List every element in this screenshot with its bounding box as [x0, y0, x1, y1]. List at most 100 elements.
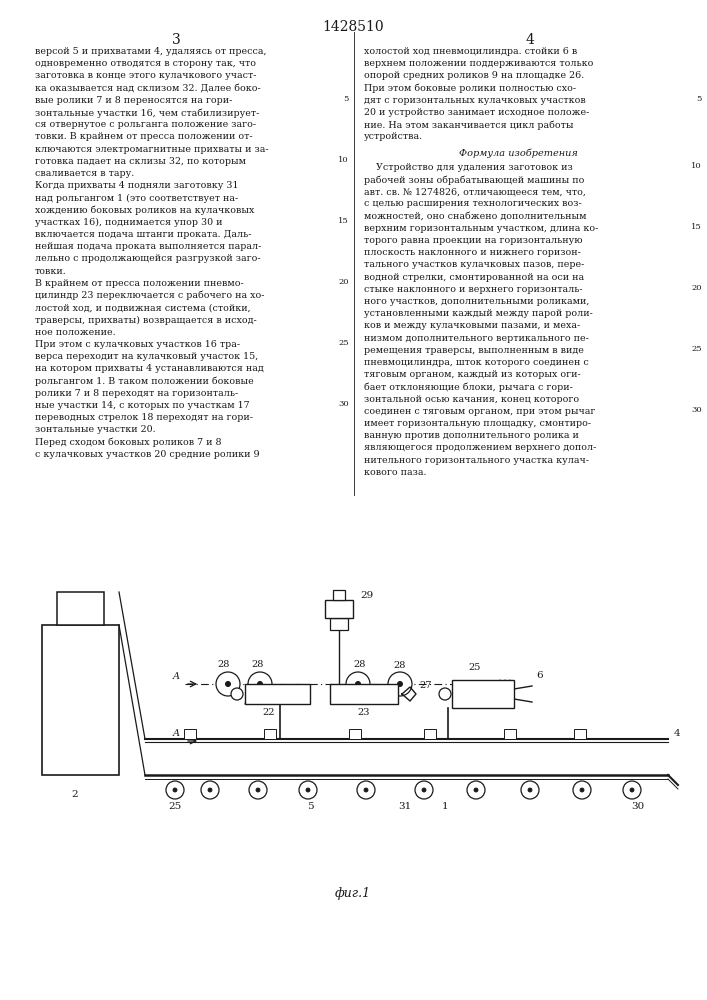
Bar	[424, 729, 436, 739]
Text: 25: 25	[339, 339, 349, 347]
Bar	[184, 729, 196, 739]
Text: Когда прихваты 4 подняли заготовку 31: Когда прихваты 4 подняли заготовку 31	[35, 181, 238, 190]
Text: 30: 30	[691, 406, 702, 414]
Text: 29: 29	[360, 591, 373, 600]
Text: холостой ход пневмоцилиндра. стойки 6 в: холостой ход пневмоцилиндра. стойки 6 в	[364, 47, 577, 56]
Bar	[57, 592, 104, 625]
Circle shape	[256, 788, 260, 792]
Text: 25: 25	[168, 802, 182, 811]
Text: цилиндр 23 переключается с рабочего на хо-: цилиндр 23 переключается с рабочего на х…	[35, 291, 264, 300]
Text: нейшая подача проката выполняется парал-: нейшая подача проката выполняется парал-	[35, 242, 262, 251]
Text: 4: 4	[525, 33, 534, 47]
Text: готовка падает на склизы 32, по которым: готовка падает на склизы 32, по которым	[35, 157, 246, 166]
Bar	[574, 729, 586, 739]
Text: При этом с кулачковых участков 16 тра-: При этом с кулачковых участков 16 тра-	[35, 340, 240, 349]
Text: имеет горизонтальную площадку, смонтиро-: имеет горизонтальную площадку, смонтиро-	[364, 419, 591, 428]
Circle shape	[415, 781, 433, 799]
Circle shape	[521, 781, 539, 799]
Circle shape	[257, 682, 262, 686]
Circle shape	[248, 672, 272, 696]
Text: A: A	[173, 672, 180, 681]
Circle shape	[226, 682, 230, 686]
Circle shape	[630, 788, 634, 792]
Circle shape	[173, 788, 177, 792]
Text: соединен с тяговым органом, при этом рычаг: соединен с тяговым органом, при этом рыч…	[364, 407, 595, 416]
Bar	[452, 680, 514, 708]
Text: низмом дополнительного вертикального пе-: низмом дополнительного вертикального пе-	[364, 334, 589, 343]
Circle shape	[623, 781, 641, 799]
Text: можностей, оно снабжено дополнительным: можностей, оно снабжено дополнительным	[364, 212, 587, 221]
Text: 4: 4	[674, 730, 681, 738]
Text: 30: 30	[339, 400, 349, 408]
Text: 15: 15	[691, 223, 702, 231]
Text: версой 5 и прихватами 4, удаляясь от пресса,: версой 5 и прихватами 4, удаляясь от пре…	[35, 47, 267, 56]
Text: 3: 3	[172, 33, 180, 47]
Text: рабочей зоны обрабатывающей машины по: рабочей зоны обрабатывающей машины по	[364, 175, 585, 185]
Text: кового паза.: кового паза.	[364, 468, 426, 477]
Text: над рольгангом 1 (это соответствует на-: над рольгангом 1 (это соответствует на-	[35, 193, 238, 203]
Text: 6: 6	[536, 670, 543, 680]
Text: 10: 10	[691, 162, 702, 170]
Circle shape	[357, 781, 375, 799]
Bar	[264, 729, 276, 739]
Text: 30: 30	[631, 802, 645, 811]
Text: Формула изобретения: Формула изобретения	[459, 149, 578, 158]
Text: ключаются электромагнитные прихваты и за-: ключаются электромагнитные прихваты и за…	[35, 145, 269, 154]
Text: 28: 28	[394, 661, 407, 670]
Text: A: A	[173, 729, 180, 738]
Circle shape	[231, 688, 243, 700]
Text: хождению боковых роликов на кулачковых: хождению боковых роликов на кулачковых	[35, 206, 255, 215]
Bar	[330, 618, 348, 630]
Circle shape	[201, 781, 219, 799]
Text: включается подача штанги проката. Даль-: включается подача штанги проката. Даль-	[35, 230, 252, 239]
Text: верхним горизонтальным участком, длина ко-: верхним горизонтальным участком, длина к…	[364, 224, 598, 233]
Text: 31: 31	[398, 802, 411, 811]
Text: торого равна проекции на горизонтальную: торого равна проекции на горизонтальную	[364, 236, 583, 245]
Text: верса переходит на кулачковый участок 15,: верса переходит на кулачковый участок 15…	[35, 352, 258, 361]
Bar	[504, 729, 516, 739]
Text: авт. св. № 1274826, отличающееся тем, что,: авт. св. № 1274826, отличающееся тем, чт…	[364, 187, 586, 196]
Text: 25: 25	[468, 663, 480, 672]
Circle shape	[208, 788, 212, 792]
Text: ное положение.: ное положение.	[35, 328, 116, 337]
Text: являющегося продолжением верхнего допол-: являющегося продолжением верхнего допол-	[364, 443, 597, 452]
Text: на котором прихваты 4 устанавливаются над: на котором прихваты 4 устанавливаются на…	[35, 364, 264, 373]
Text: тального участков кулачковых пазов, пере-: тального участков кулачковых пазов, пере…	[364, 260, 585, 269]
Text: верхнем положении поддерживаются только: верхнем положении поддерживаются только	[364, 59, 593, 68]
Text: 27: 27	[420, 681, 432, 690]
Text: заготовка в конце этого кулачкового участ-: заготовка в конце этого кулачкового учас…	[35, 71, 257, 80]
Text: 20: 20	[339, 278, 349, 286]
Text: 15: 15	[338, 217, 349, 225]
Text: Устройство для удаления заготовок из: Устройство для удаления заготовок из	[364, 163, 573, 172]
Text: товки. В крайнем от пресса положении от-: товки. В крайнем от пресса положении от-	[35, 132, 252, 141]
Text: 1: 1	[442, 802, 448, 811]
Text: установленными каждый между парой роли-: установленными каждый между парой роли-	[364, 309, 593, 318]
Circle shape	[528, 788, 532, 792]
Text: 2: 2	[71, 790, 78, 799]
Text: вые ролики 7 и 8 переносятся на гори-: вые ролики 7 и 8 переносятся на гори-	[35, 96, 233, 105]
Text: ка оказывается над склизом 32. Далее боко-: ка оказывается над склизом 32. Далее бок…	[35, 84, 261, 93]
Text: зонтальные участки 20.: зонтальные участки 20.	[35, 425, 156, 434]
Text: дят с горизонтальных кулачковых участков: дят с горизонтальных кулачковых участков	[364, 96, 586, 105]
Text: переводных стрелок 18 переходят на гори-: переводных стрелок 18 переходят на гори-	[35, 413, 253, 422]
Circle shape	[580, 788, 584, 792]
Text: 22: 22	[263, 708, 275, 717]
Text: с целью расширения технологических воз-: с целью расширения технологических воз-	[364, 199, 582, 208]
Circle shape	[467, 781, 485, 799]
Circle shape	[216, 672, 240, 696]
Text: устройства.: устройства.	[364, 132, 423, 141]
Circle shape	[439, 688, 451, 700]
Circle shape	[388, 672, 412, 696]
Text: сваливается в тару.: сваливается в тару.	[35, 169, 134, 178]
Text: 25: 25	[691, 345, 702, 353]
Bar	[333, 590, 345, 600]
Text: тяговым органом, каждый из которых оги-: тяговым органом, каждый из которых оги-	[364, 370, 580, 379]
Text: плоскость наклонного и нижнего горизон-: плоскость наклонного и нижнего горизон-	[364, 248, 581, 257]
Text: 28: 28	[218, 660, 230, 669]
Text: 3: 3	[76, 730, 83, 740]
Bar	[330, 684, 398, 704]
Text: 20: 20	[691, 284, 702, 292]
Circle shape	[299, 781, 317, 799]
Text: 5: 5	[307, 802, 313, 811]
Text: 5: 5	[344, 95, 349, 103]
